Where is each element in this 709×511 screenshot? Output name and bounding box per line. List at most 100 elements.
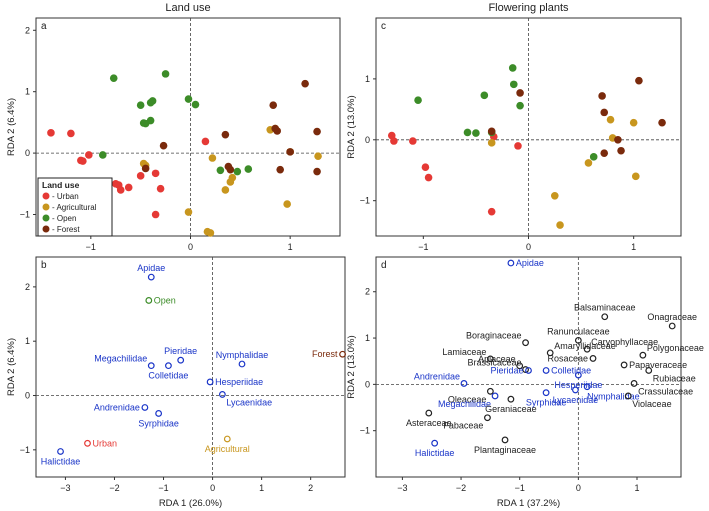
point-agricultural xyxy=(631,172,640,181)
x-tick-label: −3 xyxy=(397,483,407,493)
point-oleaceae xyxy=(486,387,494,395)
y-tick-label: 2 xyxy=(25,282,30,292)
point-balsaminaceae xyxy=(601,313,609,321)
point-urban xyxy=(67,129,75,138)
point-caryophyllaceae xyxy=(583,345,591,353)
point-forest xyxy=(141,164,150,173)
point-forest xyxy=(286,148,294,156)
legend-swatch xyxy=(42,203,50,211)
legend-entry-label: - Agricultural xyxy=(52,203,97,212)
point-open xyxy=(98,151,107,159)
point-agricultural xyxy=(606,115,615,124)
point-rubiaceae xyxy=(645,367,653,374)
x-tick-label: 1 xyxy=(631,242,636,252)
point-urban xyxy=(514,142,522,150)
y-tick-label: 2 xyxy=(365,287,370,297)
point-urban xyxy=(156,184,165,193)
x-tick-label: −2 xyxy=(109,483,119,493)
panel-b: −3 −2 −1 0 1 2 −1 0 1 2 b RDA 2 (6.4%) RDA 1 (26.0%)… xyxy=(6,256,346,509)
point-colletidae xyxy=(542,367,550,374)
point-forest xyxy=(487,127,496,136)
point-amaryllidaceae xyxy=(546,349,554,357)
point-geraniaceae xyxy=(507,395,515,403)
point-label-syrphidae: Syrphidae xyxy=(138,418,179,428)
point-label-apidae: Apidae xyxy=(137,263,165,273)
point-label-plantaginaceae: Plantaginaceae xyxy=(474,445,536,455)
legend-title: Land use xyxy=(42,180,80,190)
point-crassulaceae xyxy=(630,380,638,387)
legend-entry-label: - Open xyxy=(52,214,76,223)
legend-swatch xyxy=(42,214,50,222)
y-tick-label: 0 xyxy=(365,135,370,145)
point-urban xyxy=(47,129,55,137)
y-tick-label: 1 xyxy=(365,333,370,343)
point-label-boraginaceae: Boraginaceae xyxy=(466,331,522,341)
point-lycaenidae xyxy=(572,386,579,394)
point-label-rosaceae: Rosaceae xyxy=(547,353,588,363)
point-label-nymphalidae: Nymphalidae xyxy=(587,392,640,402)
panel-d: −3 −2 −1 0 1 −1 0 1 2 d RDA 2 (13.0%) RDA 1 (37.2%)… xyxy=(346,256,704,509)
point-agricultural xyxy=(556,221,564,229)
point-label-oleaceae: Oleaceae xyxy=(448,394,487,404)
y-tick-label: 1 xyxy=(365,74,370,84)
point-label-crassulaceae: Crassulaceae xyxy=(638,386,693,396)
point-open xyxy=(146,116,155,125)
point-urban xyxy=(421,163,430,171)
legend-entry-label: - Urban xyxy=(52,192,79,201)
point-label-forest: Forest xyxy=(312,349,338,359)
point-agricultural xyxy=(206,229,215,237)
point-label-balsaminaceae: Balsaminaceae xyxy=(574,303,636,313)
point-open xyxy=(480,91,489,100)
point-label-asteraceae: Asteraceae xyxy=(406,418,452,428)
plot-frame xyxy=(375,256,682,478)
point-colletidae xyxy=(165,362,172,370)
x-tick-label: 1 xyxy=(259,483,264,493)
x-tick-label: 0 xyxy=(188,242,193,252)
x-tick-label: 0 xyxy=(576,483,581,493)
point-fabaceae xyxy=(484,414,491,422)
point-forest xyxy=(339,350,346,358)
y-tick-label: 0 xyxy=(25,148,30,158)
point-forest xyxy=(516,89,524,97)
y-axis-label: RDA 2 (13.0%) xyxy=(346,95,357,158)
point-urban xyxy=(84,439,91,447)
x-tick-label: −2 xyxy=(456,483,466,493)
point-label-pieridae: Pieridae xyxy=(164,346,197,356)
point-label-lycaenidae: Lycaenidae xyxy=(553,395,599,405)
point-violaceae xyxy=(624,392,632,400)
panel-letter: d xyxy=(381,260,387,271)
legend-box xyxy=(37,177,113,237)
point-onagraceae xyxy=(668,322,676,330)
point-label-colletidae: Colletidae xyxy=(551,365,591,375)
point-open xyxy=(508,64,517,72)
point-label-papaveraceae: Papaveraceae xyxy=(629,360,687,370)
point-label-violaceae: Violaceae xyxy=(632,399,671,409)
point-agricultural xyxy=(283,200,291,208)
point-lycaenidae xyxy=(218,391,226,398)
y-axis-label: RDA 2 (6.4%) xyxy=(6,98,17,156)
point-urban xyxy=(111,180,120,188)
point-open xyxy=(216,166,225,175)
panel-title: Flowering plants xyxy=(488,2,569,14)
y-tick-label: 2 xyxy=(25,25,30,35)
point-lamiaceae xyxy=(486,355,494,363)
point-forest xyxy=(301,79,309,88)
point-halictidae xyxy=(57,448,64,455)
point-agricultural xyxy=(221,186,230,194)
point-agricultural xyxy=(314,152,322,160)
point-label-geraniaceae: Geraniaceae xyxy=(485,404,537,414)
point-urban xyxy=(85,151,93,159)
point-urban xyxy=(136,172,145,180)
point-open xyxy=(184,95,193,103)
x-axis-label: RDA 1 (37.2%) xyxy=(497,498,560,509)
point-urban xyxy=(424,173,433,182)
point-brassicaceae xyxy=(522,366,529,373)
point-open xyxy=(109,74,118,82)
point-urban xyxy=(116,186,125,194)
point-open xyxy=(463,128,472,137)
point-rosaceae xyxy=(589,355,597,362)
y-tick-label: −1 xyxy=(360,196,370,206)
point-megachilidae xyxy=(491,392,499,400)
point-apidae xyxy=(147,273,155,281)
y-tick-label: 0 xyxy=(365,379,370,389)
